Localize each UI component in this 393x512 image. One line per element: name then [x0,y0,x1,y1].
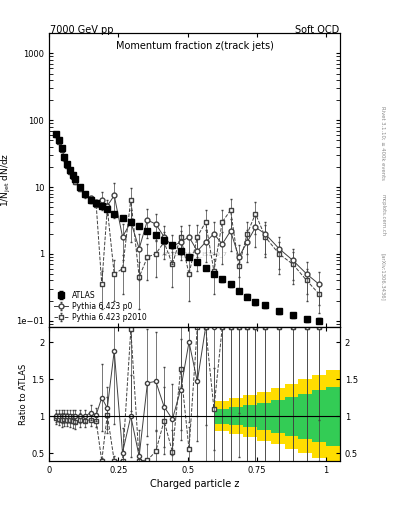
X-axis label: Charged particle z: Charged particle z [150,479,239,489]
Y-axis label: 1/N$_{\rm jet}$ dN/dz: 1/N$_{\rm jet}$ dN/dz [0,153,13,207]
Text: mcplots.cern.ch: mcplots.cern.ch [381,194,386,236]
Legend: ATLAS, Pythia 6.423 p0, Pythia 6.423 p2010: ATLAS, Pythia 6.423 p0, Pythia 6.423 p20… [53,289,148,324]
Y-axis label: Ratio to ATLAS: Ratio to ATLAS [19,364,28,424]
Text: [arXiv:1306.3436]: [arXiv:1306.3436] [381,252,386,301]
Text: Momentum fraction z(track jets): Momentum fraction z(track jets) [116,40,274,51]
Text: Soft QCD: Soft QCD [294,25,339,35]
Text: ATLAS_2011_IS190_7: ATLAS_2011_IS190_7 [162,251,228,257]
Text: Rivet 3.1.10; ≥ 400k events: Rivet 3.1.10; ≥ 400k events [381,106,386,180]
Text: 7000 GeV pp: 7000 GeV pp [50,25,114,35]
